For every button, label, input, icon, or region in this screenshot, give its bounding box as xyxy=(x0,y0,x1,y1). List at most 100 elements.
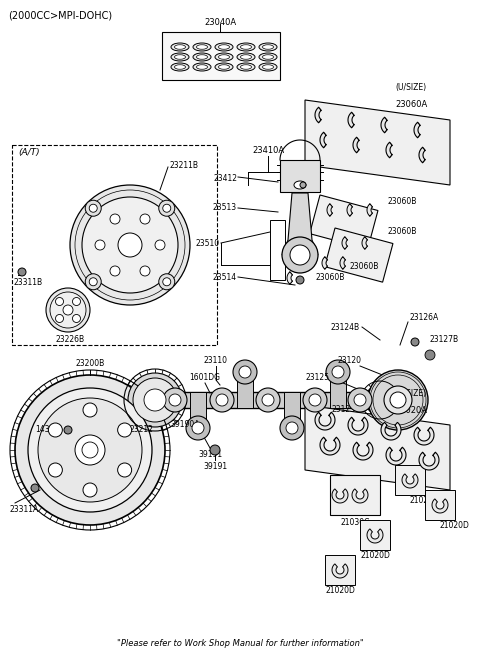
Circle shape xyxy=(140,214,150,224)
Polygon shape xyxy=(414,122,420,138)
Circle shape xyxy=(95,240,105,250)
Circle shape xyxy=(89,278,97,286)
Circle shape xyxy=(72,314,81,322)
Circle shape xyxy=(48,463,62,477)
Ellipse shape xyxy=(193,53,211,61)
Polygon shape xyxy=(320,438,340,455)
Ellipse shape xyxy=(175,65,185,69)
Ellipse shape xyxy=(215,43,233,51)
Text: 23211B: 23211B xyxy=(170,160,199,170)
Text: 23060B: 23060B xyxy=(387,227,416,236)
Circle shape xyxy=(216,394,228,406)
Ellipse shape xyxy=(294,181,306,189)
Circle shape xyxy=(63,305,73,315)
Circle shape xyxy=(70,185,190,305)
Ellipse shape xyxy=(215,53,233,61)
Polygon shape xyxy=(432,499,448,513)
Circle shape xyxy=(326,360,350,384)
Bar xyxy=(280,160,320,192)
Text: 23513: 23513 xyxy=(213,204,237,212)
Ellipse shape xyxy=(218,65,229,69)
Text: "Please refer to Work Shop Manual for further information": "Please refer to Work Shop Manual for fu… xyxy=(117,639,363,648)
Circle shape xyxy=(89,204,97,212)
Text: 23060B: 23060B xyxy=(315,274,344,282)
Polygon shape xyxy=(386,142,392,158)
Text: 23060A: 23060A xyxy=(395,100,427,109)
Circle shape xyxy=(82,442,98,458)
Circle shape xyxy=(56,314,63,322)
Circle shape xyxy=(83,403,97,417)
Circle shape xyxy=(169,394,181,406)
Circle shape xyxy=(46,288,90,332)
Circle shape xyxy=(390,392,406,408)
Ellipse shape xyxy=(215,63,233,71)
Text: 23127B: 23127B xyxy=(430,335,459,345)
Text: 21020D: 21020D xyxy=(410,496,440,505)
Text: 21020A: 21020A xyxy=(395,406,427,415)
Polygon shape xyxy=(353,442,373,460)
Circle shape xyxy=(28,388,152,512)
Polygon shape xyxy=(342,237,348,249)
Ellipse shape xyxy=(263,65,274,69)
Text: 23514: 23514 xyxy=(213,272,237,282)
Polygon shape xyxy=(386,447,406,465)
Text: 23412: 23412 xyxy=(213,174,237,183)
Bar xyxy=(425,490,455,520)
Text: (U/SIZE): (U/SIZE) xyxy=(395,389,426,398)
Polygon shape xyxy=(282,193,318,255)
Text: 23226B: 23226B xyxy=(55,335,84,344)
Text: 1601DG: 1601DG xyxy=(190,373,220,382)
Ellipse shape xyxy=(171,53,189,61)
Polygon shape xyxy=(190,392,206,436)
Ellipse shape xyxy=(175,45,185,49)
Circle shape xyxy=(133,378,177,422)
Bar xyxy=(270,220,285,280)
Circle shape xyxy=(144,389,166,411)
Circle shape xyxy=(56,297,63,305)
Circle shape xyxy=(15,375,165,525)
Text: 1430JE: 1430JE xyxy=(35,426,61,434)
Circle shape xyxy=(118,233,142,257)
Bar xyxy=(325,555,355,585)
Polygon shape xyxy=(362,237,367,249)
Polygon shape xyxy=(347,204,352,216)
Ellipse shape xyxy=(263,55,274,59)
Polygon shape xyxy=(332,489,348,503)
Ellipse shape xyxy=(240,65,252,69)
Text: 23311B: 23311B xyxy=(14,278,43,287)
Circle shape xyxy=(332,366,344,378)
Bar xyxy=(162,32,280,80)
Text: 23410A: 23410A xyxy=(252,146,284,155)
Text: (A/T): (A/T) xyxy=(18,148,40,157)
Circle shape xyxy=(348,388,372,412)
Text: (2000CC>MPI-DOHC): (2000CC>MPI-DOHC) xyxy=(8,10,112,20)
Bar xyxy=(360,520,390,550)
Text: 21020D: 21020D xyxy=(325,586,355,595)
Circle shape xyxy=(163,388,187,412)
Circle shape xyxy=(110,214,120,224)
Polygon shape xyxy=(381,117,387,133)
Polygon shape xyxy=(367,204,372,216)
Polygon shape xyxy=(367,529,383,543)
Ellipse shape xyxy=(240,55,252,59)
Polygon shape xyxy=(340,257,346,269)
Circle shape xyxy=(83,483,97,497)
Polygon shape xyxy=(419,147,425,162)
Circle shape xyxy=(85,274,101,290)
Circle shape xyxy=(159,200,175,216)
Circle shape xyxy=(303,388,327,412)
Text: 39190A: 39190A xyxy=(170,420,200,429)
Text: 23040A: 23040A xyxy=(204,18,236,27)
Circle shape xyxy=(50,292,86,328)
Text: 21030C: 21030C xyxy=(340,518,370,527)
Text: 21020D: 21020D xyxy=(360,551,390,560)
Circle shape xyxy=(384,386,412,414)
Circle shape xyxy=(368,370,428,430)
Circle shape xyxy=(262,394,274,406)
Text: 39191: 39191 xyxy=(203,462,227,471)
Circle shape xyxy=(163,278,171,286)
Polygon shape xyxy=(320,132,326,147)
Ellipse shape xyxy=(175,55,185,59)
Circle shape xyxy=(140,266,150,276)
Circle shape xyxy=(309,394,321,406)
